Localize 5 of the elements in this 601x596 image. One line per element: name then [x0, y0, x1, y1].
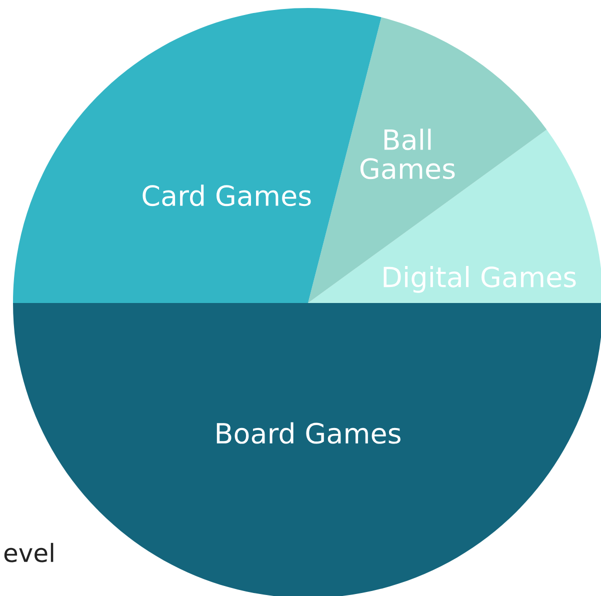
slice-label: Board Games [216, 422, 400, 444]
text: evel [4, 542, 54, 562]
slice-label: Ball Games [360, 128, 455, 180]
slice-label: Digital Games [384, 266, 576, 293]
slice-label: Card Games [142, 184, 311, 206]
